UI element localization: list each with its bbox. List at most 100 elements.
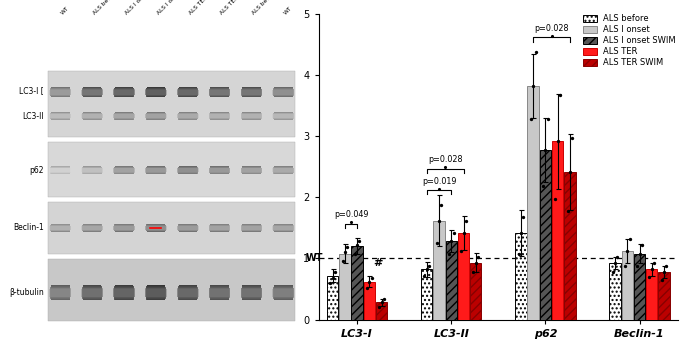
Bar	[274, 167, 293, 174]
Bar	[179, 112, 197, 120]
Bar	[273, 114, 294, 118]
Bar	[114, 225, 134, 230]
Bar	[51, 166, 69, 174]
Bar	[49, 289, 71, 297]
Text: ALS TER SWIM: ALS TER SWIM	[220, 0, 253, 16]
Bar	[241, 114, 262, 119]
Bar	[82, 288, 102, 298]
Bar	[51, 225, 70, 231]
Bar	[242, 167, 262, 174]
Bar	[82, 113, 102, 119]
Text: p=0.028: p=0.028	[428, 155, 462, 164]
Bar	[552, 141, 563, 320]
Bar	[147, 285, 165, 300]
Bar	[82, 288, 103, 297]
Bar	[274, 112, 292, 120]
Bar	[445, 241, 457, 320]
Bar	[273, 88, 293, 96]
Bar	[273, 225, 293, 231]
Bar	[242, 224, 261, 232]
Text: WT: WT	[284, 6, 293, 16]
Bar	[114, 89, 134, 96]
Bar	[242, 225, 262, 231]
Text: ALS I onset SWIM: ALS I onset SWIM	[156, 0, 195, 16]
Bar	[621, 251, 633, 320]
Bar	[209, 89, 230, 95]
Bar	[82, 225, 102, 231]
Bar	[51, 224, 70, 231]
Bar	[240, 168, 262, 172]
Bar	[209, 168, 230, 172]
Bar	[210, 286, 229, 300]
Bar	[50, 168, 71, 173]
Bar	[177, 114, 198, 119]
Bar	[114, 224, 134, 231]
Bar	[274, 285, 292, 300]
Bar	[242, 285, 261, 300]
Bar	[147, 167, 165, 174]
Bar	[458, 233, 469, 320]
Text: LC3-II: LC3-II	[22, 111, 44, 121]
Bar	[51, 113, 70, 120]
Bar	[242, 88, 262, 96]
Text: p=0.028: p=0.028	[534, 24, 569, 33]
Bar	[82, 114, 103, 119]
Bar	[273, 168, 294, 172]
Bar	[210, 285, 229, 300]
Bar	[210, 113, 229, 120]
Bar	[114, 168, 134, 173]
Bar	[49, 226, 71, 230]
Bar	[273, 288, 293, 298]
Bar	[50, 114, 71, 119]
Bar	[177, 114, 199, 118]
Bar	[147, 224, 165, 232]
Bar	[177, 226, 199, 230]
Text: WT: WT	[60, 6, 71, 16]
Bar	[114, 167, 134, 174]
Bar	[540, 150, 551, 320]
Bar	[82, 226, 103, 230]
Bar	[241, 288, 262, 298]
Bar	[48, 259, 295, 321]
Bar	[210, 87, 229, 97]
Bar	[527, 86, 539, 320]
Bar	[49, 114, 71, 118]
Bar	[210, 166, 229, 174]
Bar	[82, 167, 102, 174]
Bar	[470, 263, 482, 320]
Bar	[50, 288, 71, 297]
Bar	[421, 269, 432, 320]
Bar	[273, 289, 294, 297]
Bar	[210, 288, 229, 298]
Bar	[50, 89, 71, 96]
Bar	[177, 168, 198, 173]
Bar	[241, 225, 262, 231]
Bar	[114, 225, 134, 231]
Bar	[376, 302, 387, 320]
Bar	[147, 166, 165, 174]
Legend: ALS before, ALS I onset, ALS I onset SWIM, ALS TER, ALS TER SWIM: ALS before, ALS I onset, ALS I onset SWI…	[582, 12, 677, 69]
Bar	[147, 286, 165, 300]
Bar	[327, 275, 338, 320]
Bar	[434, 220, 445, 320]
Bar	[114, 113, 134, 120]
Bar	[48, 142, 295, 197]
Bar	[147, 112, 165, 120]
Bar	[242, 224, 261, 231]
Bar	[274, 88, 293, 97]
Bar	[145, 89, 166, 95]
Bar	[178, 167, 197, 174]
Bar	[82, 114, 103, 118]
Bar	[83, 167, 101, 174]
Bar	[114, 113, 134, 119]
Bar	[564, 172, 575, 320]
Bar	[48, 202, 295, 254]
Bar	[179, 166, 197, 174]
Bar	[82, 225, 102, 231]
Bar	[273, 226, 294, 230]
Bar	[273, 167, 293, 174]
Bar	[82, 90, 103, 95]
Bar	[273, 288, 294, 297]
Bar	[145, 226, 166, 230]
Bar	[147, 87, 165, 97]
